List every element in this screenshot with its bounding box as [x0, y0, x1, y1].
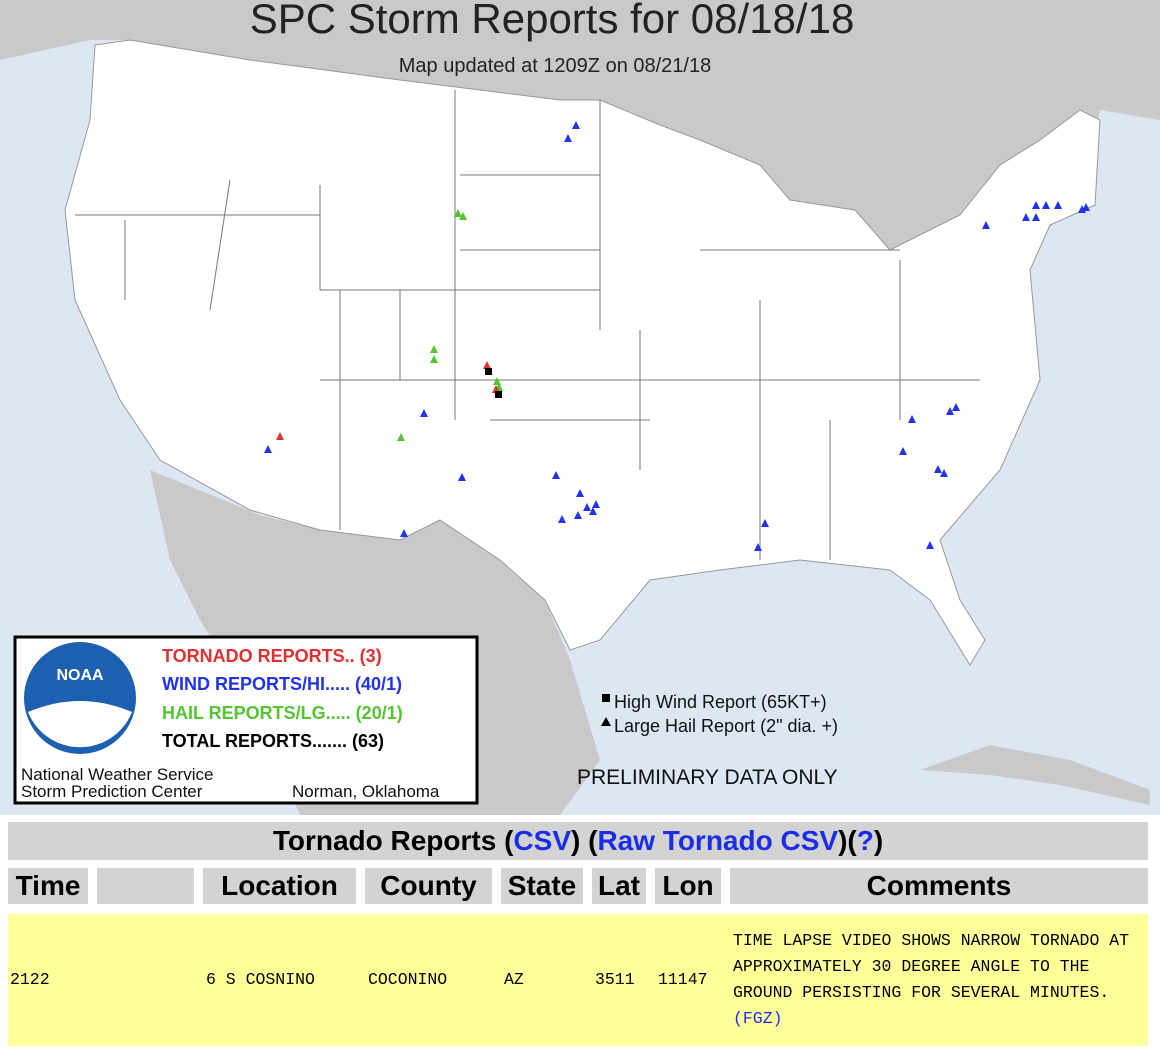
table-heading: Tornado Reports (CSV) (Raw Tornado CSV)(…: [8, 822, 1148, 860]
report-marker: [458, 473, 466, 481]
report-marker: [400, 529, 408, 537]
map-subtitle: Map updated at 1209Z on 08/21/18: [399, 55, 711, 77]
report-marker: [583, 503, 591, 511]
legend-box: NOAA TORNADO REPORTS.. (3) WIND REPORTS/…: [13, 635, 479, 805]
report-marker: [430, 345, 438, 353]
state-lines: [75, 90, 980, 560]
report-marker: [934, 465, 942, 473]
cell-county: COCONINO: [368, 970, 448, 989]
heading-text: ) (: [571, 825, 598, 856]
report-marker: [926, 541, 934, 549]
report-marker: [761, 519, 769, 527]
key-large-hail: Large Hail Report (2" dia. +): [614, 716, 838, 736]
noaa-logo-bird: [28, 701, 132, 748]
header-cell: Comments: [730, 868, 1148, 904]
reports-table: Tornado Reports (CSV) (Raw Tornado CSV)(…: [8, 822, 1148, 1046]
cell-location: 6 S COSNINO: [206, 970, 315, 989]
report-markers: [264, 121, 1090, 551]
cell-comments: TIME LAPSE VIDEO SHOWS NARROW TORNADO AT…: [733, 928, 1133, 1032]
agency-name: National Weather Service: [21, 765, 213, 784]
map-title: SPC Storm Reports for 08/18/18: [250, 0, 855, 42]
report-marker: [420, 409, 428, 417]
heading-link[interactable]: Raw Tornado CSV: [597, 825, 839, 856]
heading-text: ): [873, 825, 884, 856]
report-marker: [574, 511, 582, 519]
comment-text: TIME LAPSE VIDEO SHOWS NARROW TORNADO AT…: [733, 931, 1130, 1002]
header-cell: State: [501, 868, 583, 904]
report-marker: [940, 469, 948, 477]
report-marker: [459, 212, 467, 220]
report-marker: [397, 433, 405, 441]
report-marker: [1042, 201, 1050, 209]
cell-lon: 11147: [658, 970, 708, 989]
report-marker: [558, 515, 566, 523]
high-wind-icon: [602, 694, 610, 702]
report-marker: [1054, 201, 1062, 209]
legend-entry: TOTAL REPORTS....... (63): [162, 731, 384, 751]
report-marker: [982, 221, 990, 229]
cuba: [920, 745, 1150, 805]
report-marker: [754, 543, 762, 551]
report-marker: [483, 361, 491, 369]
report-marker: [952, 403, 960, 411]
legend-entry: TORNADO REPORTS.. (3): [162, 646, 382, 666]
report-marker: [1032, 201, 1040, 209]
report-marker: [572, 121, 580, 129]
report-marker: [276, 432, 284, 440]
header-cell: Time: [8, 868, 88, 904]
report-marker: [589, 507, 597, 515]
report-marker: [1082, 203, 1090, 211]
cell-time: 2122: [10, 970, 50, 989]
heading-text: )(: [838, 825, 857, 856]
noaa-logo-text: NOAA: [56, 667, 104, 684]
office-link[interactable]: (FGZ): [733, 1009, 783, 1028]
header-cell: Lon: [655, 868, 721, 904]
header-cell: Lat: [592, 868, 646, 904]
canada: [0, 0, 1160, 250]
key-high-wind: High Wind Report (65KT+): [614, 692, 827, 712]
report-marker: [899, 447, 907, 455]
report-marker: [564, 134, 572, 142]
report-marker: [552, 471, 560, 479]
heading-text: Tornado Reports (: [272, 825, 514, 856]
report-marker: [576, 489, 584, 497]
preliminary-notice: PRELIMINARY DATA ONLY: [577, 766, 838, 789]
united-states: [64, 39, 1101, 666]
header-row: Time Location County State Lat Lon Comme…: [8, 868, 1148, 904]
agency-location: Norman, Oklahoma: [292, 782, 440, 801]
report-marker: [946, 407, 954, 415]
header-cell: Location: [203, 868, 356, 904]
header-blank: [97, 868, 194, 904]
report-marker: [454, 209, 462, 217]
large-hail-icon: [601, 717, 611, 726]
high-wind-marker: [485, 368, 492, 375]
cell-state: AZ: [504, 970, 524, 989]
heading-link[interactable]: ?: [856, 825, 874, 856]
report-marker: [264, 445, 272, 453]
report-marker: [908, 415, 916, 423]
report-marker: [592, 500, 600, 508]
legend-entry: WIND REPORTS/HI..... (40/1): [162, 674, 402, 694]
agency-center: Storm Prediction Center: [21, 782, 203, 801]
report-marker: [1022, 213, 1030, 221]
storm-map: SPC Storm Reports for 08/18/18 Map updat…: [0, 0, 1160, 815]
cell-lat: 3511: [595, 970, 635, 989]
high-wind-marker: [495, 391, 502, 398]
legend-entry: HAIL REPORTS/LG..... (20/1): [162, 703, 403, 723]
report-marker: [1032, 213, 1040, 221]
heading-link[interactable]: CSV: [513, 825, 571, 856]
header-cell: County: [365, 868, 492, 904]
report-row: 2122 6 S COSNINO COCONINO AZ 3511 11147 …: [8, 914, 1148, 1046]
report-marker: [430, 355, 438, 363]
